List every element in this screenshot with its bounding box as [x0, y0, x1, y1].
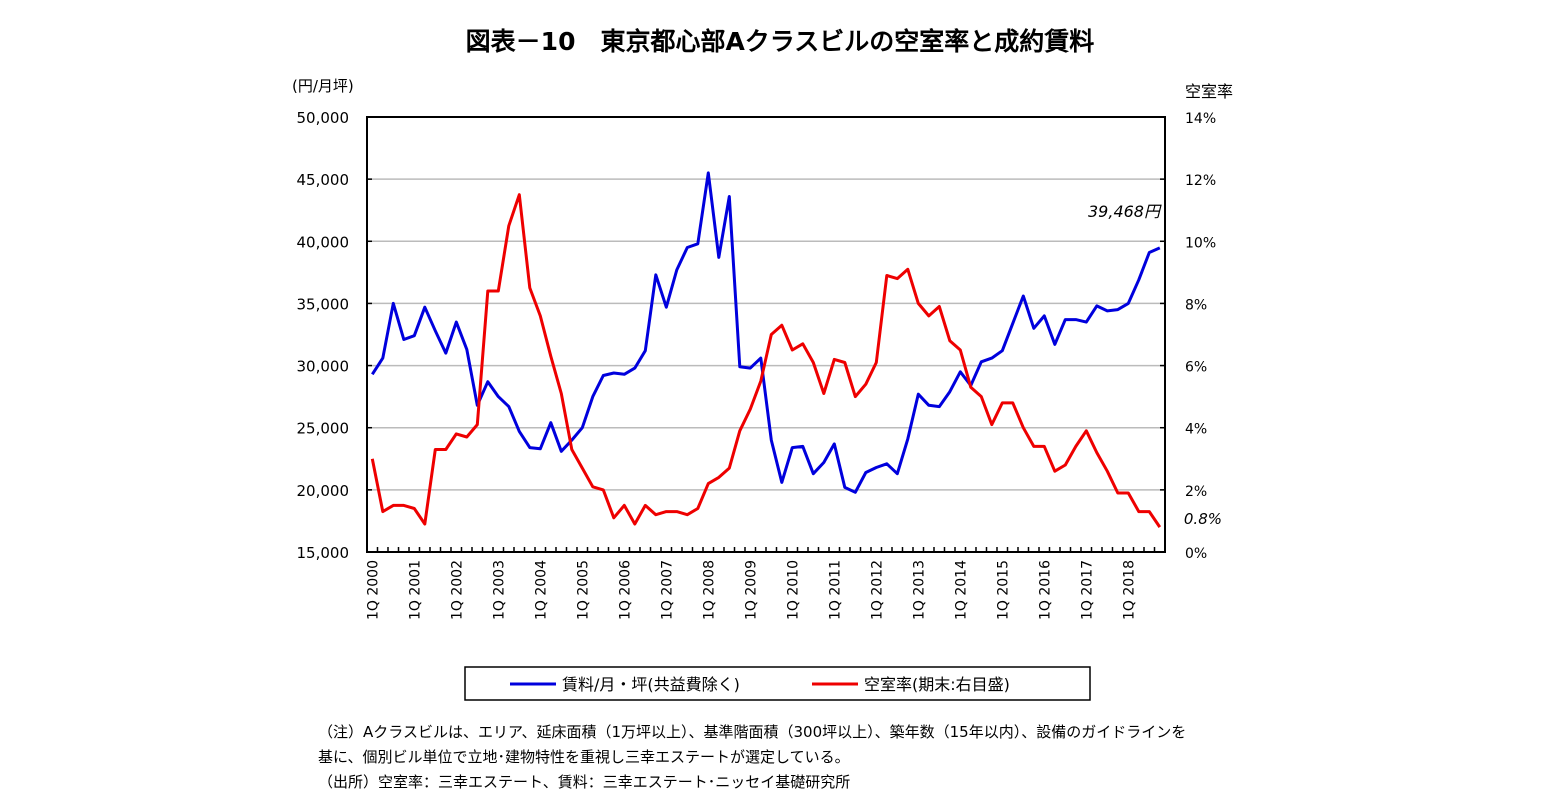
gridlines: [367, 116, 1165, 553]
x-tick-label: 1Q 2000: [365, 560, 381, 620]
y-left-label: (円/月坪): [292, 77, 354, 95]
x-tick-label: 1Q 2003: [491, 560, 507, 620]
y-right-tick-label: 8%: [1185, 297, 1207, 313]
y-left-tick-label: 45,000: [297, 171, 350, 189]
series-lines: [370, 171, 1162, 528]
plot-frame: [366, 116, 1166, 553]
x-tick-label: 1Q 2006: [617, 560, 633, 620]
legend-label-vacancy: 空室率(期末:右目盛): [864, 675, 1010, 694]
x-tick-label: 1Q 2007: [659, 560, 675, 620]
x-tick-label: 1Q 2015: [995, 560, 1011, 620]
y-right-tick-label: 4%: [1185, 422, 1207, 438]
x-tick-label: 1Q 2009: [743, 560, 759, 620]
rent-line: [371, 171, 1161, 494]
x-tick-label: 1Q 2002: [449, 560, 465, 620]
note-line: （注）Aクラスビルは、エリア、延床面積（1万坪以上）、基準階面積（300坪以上）…: [318, 723, 1187, 741]
rent-end-annotation: 39,468円: [1088, 202, 1162, 221]
y-left-tick-label: 25,000: [297, 420, 350, 438]
x-tick-label: 1Q 2012: [869, 560, 885, 620]
x-tick-label: 1Q 2010: [785, 560, 801, 620]
x-tick-label: 1Q 2016: [1037, 560, 1053, 620]
y-left-tick-label: 15,000: [297, 544, 350, 562]
legend-label-rent: 賃料/月・坪(共益費除く): [562, 675, 740, 694]
x-tick-label: 1Q 2013: [911, 560, 927, 620]
y-right-label: 空室率: [1185, 82, 1233, 101]
x-tick-label: 1Q 2008: [701, 560, 717, 620]
x-tick-label: 1Q 2001: [407, 560, 423, 620]
chart: 図表－10 東京都心部Aクラスビルの空室率と成約賃料 (円/月坪) 空室率 15…: [292, 27, 1233, 701]
x-tick-label: 1Q 2005: [575, 560, 591, 620]
legend: 賃料/月・坪(共益費除く) 空室率(期末:右目盛): [464, 666, 1091, 701]
x-tick-label: 1Q 2011: [827, 560, 843, 620]
note-line: （出所）空室率：三幸エステート、賃料：三幸エステート･ニッセイ基礎研究所: [318, 773, 851, 791]
y-left-tick-label: 35,000: [297, 295, 350, 313]
y-right-tick-label: 6%: [1185, 360, 1207, 376]
y-left-tick-label: 50,000: [297, 109, 350, 127]
vacancy-end-annotation: 0.8%: [1184, 510, 1222, 528]
y-right-tick-label: 12%: [1185, 173, 1216, 189]
y-right-tick-label: 10%: [1185, 235, 1216, 251]
y-left-tick-label: 40,000: [297, 233, 350, 251]
x-tick-label: 1Q 2017: [1079, 560, 1095, 620]
x-tick-label: 1Q 2018: [1121, 560, 1137, 620]
x-tick-label: 1Q 2004: [533, 560, 549, 620]
y-left-ticks: 15,000 20,000 25,000 30,000 35,000 40,000 45,0…: [297, 109, 350, 562]
chart-title: 図表－10 東京都心部Aクラスビルの空室率と成約賃料: [466, 27, 1095, 56]
y-left-tick-label: 30,000: [297, 358, 350, 376]
x-tick-label: 1Q 2014: [953, 560, 969, 620]
x-ticks: 1Q 2000 1Q 2001 1Q 2002 1Q 2003 1Q 2004 1Q 20…: [365, 547, 1156, 620]
y-right-tick-label: 14%: [1185, 111, 1216, 127]
notes: （注）Aクラスビルは、エリア、延床面積（1万坪以上）、基準階面積（300坪以上）…: [318, 720, 1186, 795]
y-right-tick-label: 0%: [1185, 546, 1207, 562]
note-line: 基に、個別ビル単位で立地･建物特性を重視し三幸エステートが選定している。: [318, 748, 850, 766]
vacancy-line: [370, 193, 1162, 528]
y-left-tick-label: 20,000: [297, 482, 350, 500]
y-right-ticks: 0% 2% 4% 6% 8% 10% 12% 14%: [1185, 111, 1216, 562]
y-right-tick-label: 2%: [1185, 484, 1207, 500]
